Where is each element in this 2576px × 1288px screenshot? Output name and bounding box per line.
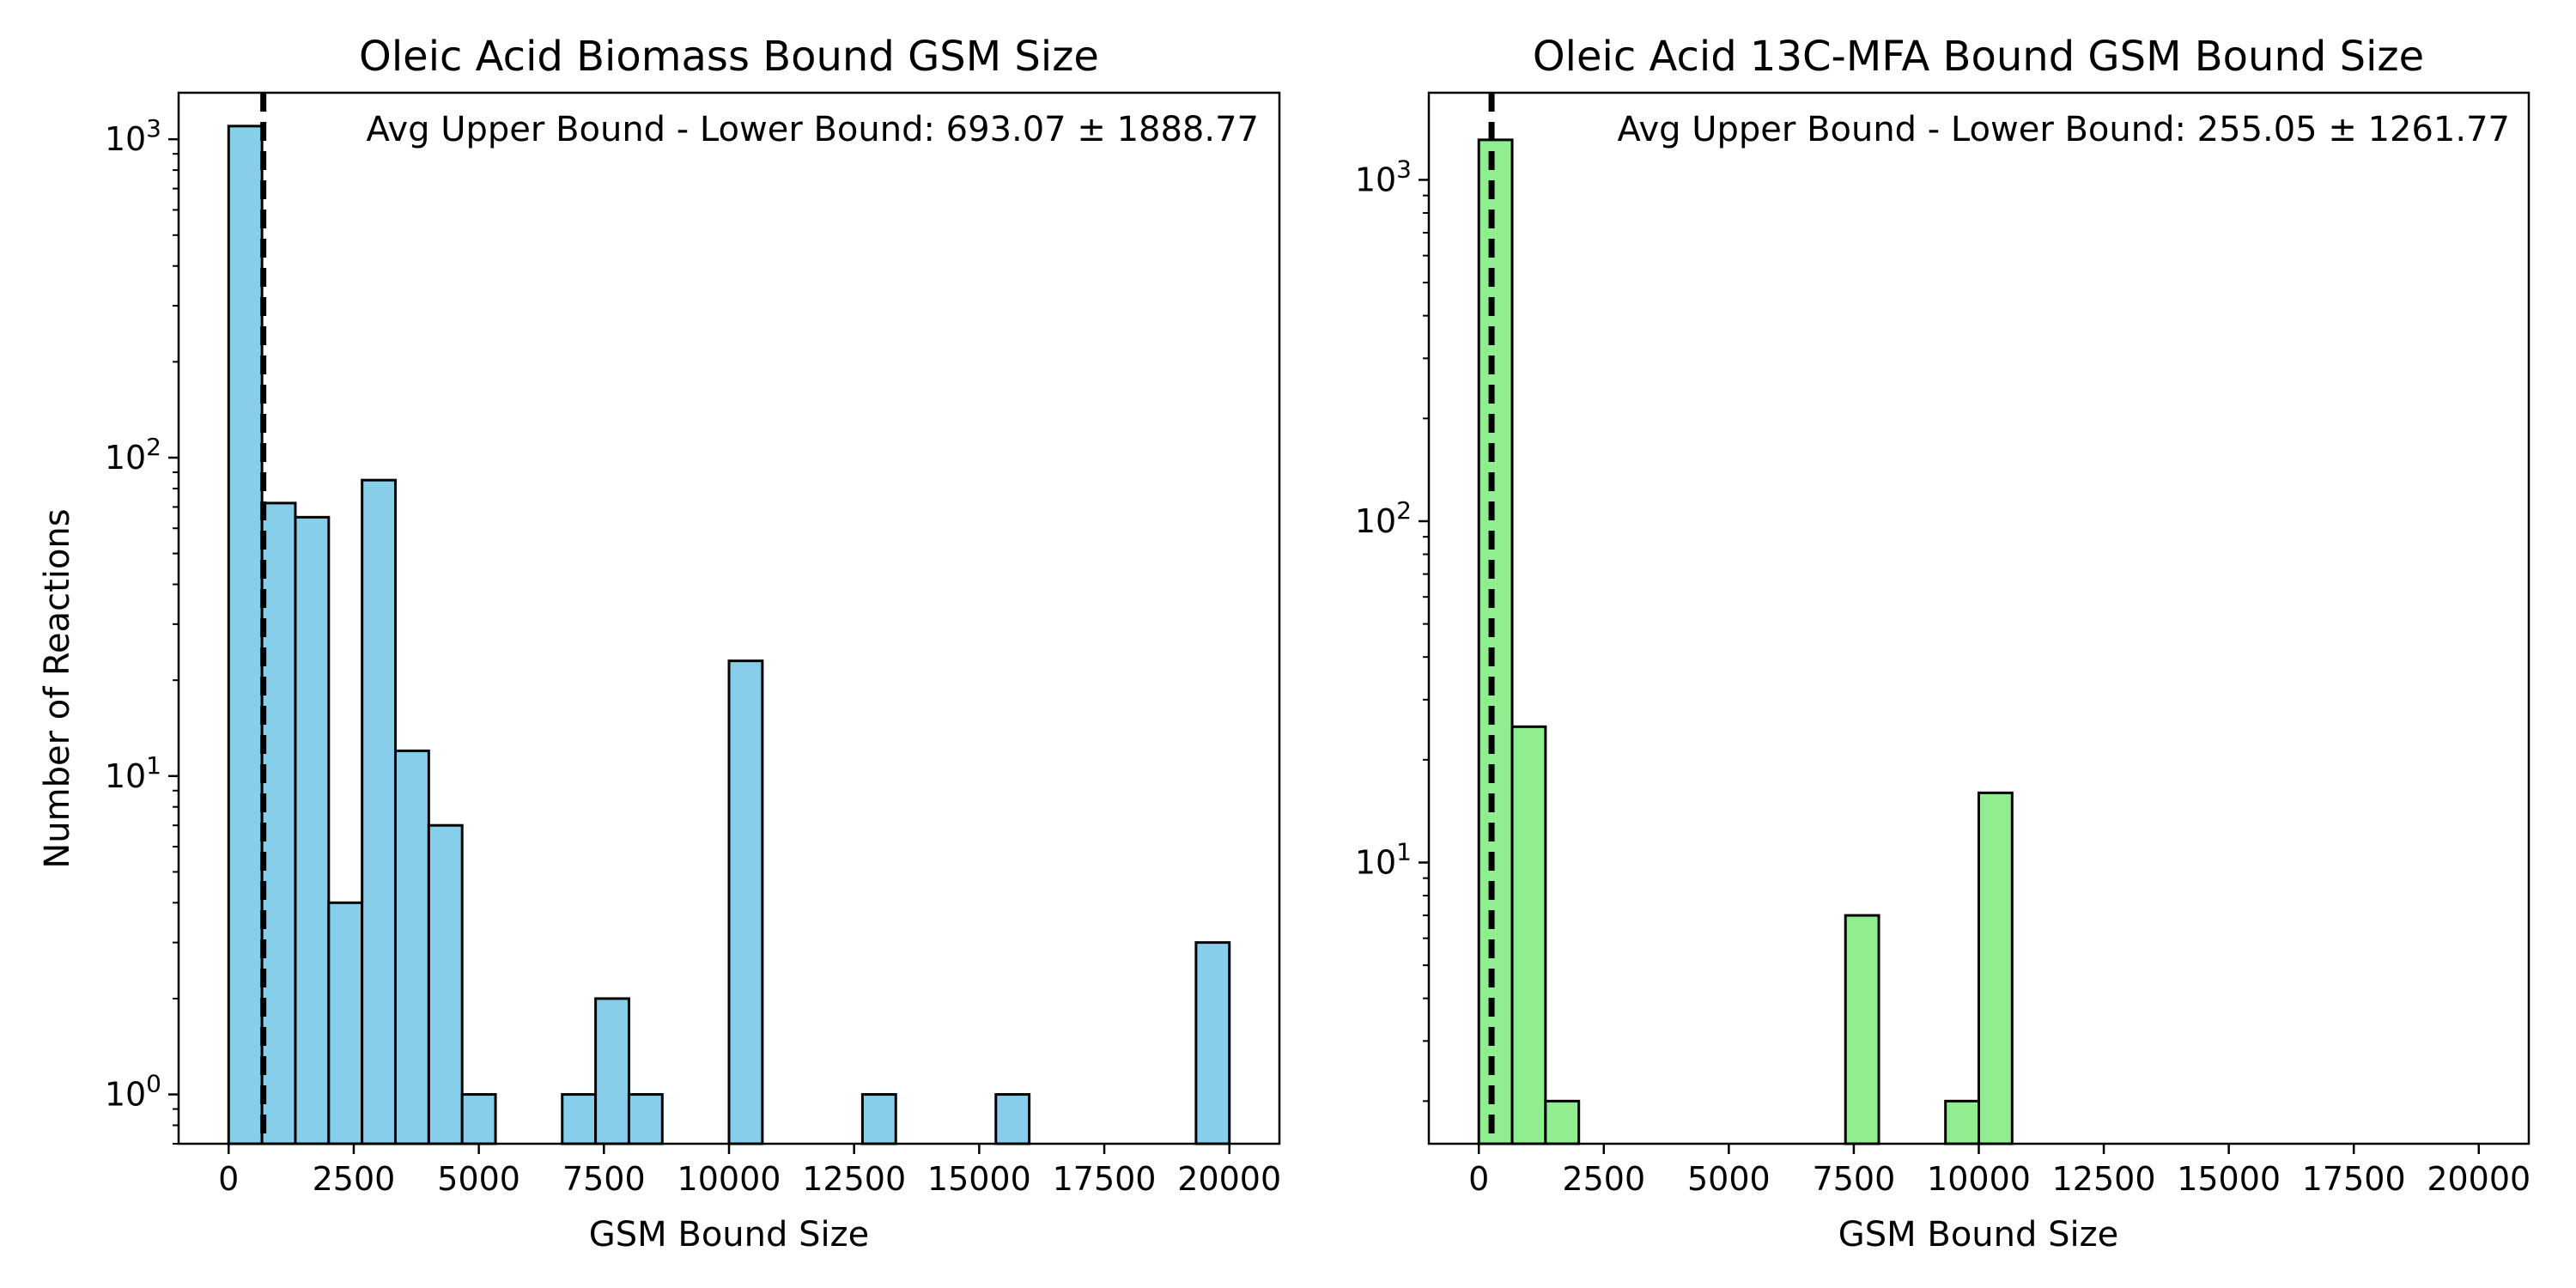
x-tick-label: 17500 <box>1053 1160 1157 1198</box>
x-tick-label: 20000 <box>1177 1160 1281 1198</box>
x-tick-label: 0 <box>218 1160 239 1198</box>
histogram-bar <box>860 1093 897 1145</box>
y-tick-label: 103 <box>105 114 161 158</box>
histogram-bar <box>1944 1099 1981 1145</box>
plot-frame <box>177 91 1281 1145</box>
x-tick-label: 12500 <box>2052 1160 2156 1198</box>
chart-title: Oleic Acid 13C-MFA Bound GSM Bound Size <box>1533 33 2424 81</box>
x-tick-label: 2500 <box>313 1160 396 1198</box>
histogram-bar <box>627 1093 664 1145</box>
y-tick-label: 102 <box>105 433 161 477</box>
x-ticks: 0 2500 5000 7500 10000 12500 15000 17500 20000 <box>1468 1144 2530 1198</box>
histogram-bar <box>327 901 364 1145</box>
histogram-bar <box>1510 725 1547 1145</box>
x-tick-label: 5000 <box>1687 1160 1771 1198</box>
histogram-bar <box>594 997 630 1145</box>
x-tick-label: 15000 <box>2177 1160 2281 1198</box>
histogram-bar <box>294 515 331 1145</box>
x-tick-label: 2500 <box>1562 1160 1645 1198</box>
x-tick-label: 20000 <box>2427 1160 2530 1198</box>
bars-layer <box>1477 138 2014 1145</box>
panel-biomass: Oleic Acid Biomass Bound GSM Size 0 2500 5… <box>38 33 1281 1255</box>
y-ticks: 101 102 103 <box>1355 155 1429 1103</box>
histogram-bar <box>361 478 398 1145</box>
x-tick-label: 5000 <box>437 1160 520 1198</box>
y-tick-label: 101 <box>1355 837 1412 881</box>
chart-title: Oleic Acid Biomass Bound GSM Size <box>359 33 1099 81</box>
histogram-bar <box>1194 941 1231 1145</box>
x-axis-label: GSM Bound Size <box>1838 1215 2118 1255</box>
histogram-bar <box>394 749 430 1145</box>
histogram-bar <box>227 125 264 1145</box>
x-tick-label: 0 <box>1468 1160 1489 1198</box>
plot-frame <box>1427 91 2530 1145</box>
y-tick-label: 102 <box>1355 496 1412 540</box>
histogram-bar <box>427 823 464 1145</box>
x-tick-label: 17500 <box>2302 1160 2406 1198</box>
histogram-bar <box>1544 1099 1581 1145</box>
histogram-bar <box>561 1093 598 1145</box>
x-tick-label: 10000 <box>677 1160 781 1198</box>
y-tick-label: 103 <box>1355 155 1412 198</box>
histogram-bar <box>727 659 764 1145</box>
bars-layer <box>227 125 1231 1145</box>
histogram-bar <box>994 1093 1031 1145</box>
histogram-bar <box>260 501 297 1145</box>
x-tick-label: 7500 <box>1813 1160 1896 1198</box>
x-tick-label: 10000 <box>1927 1160 2031 1198</box>
histogram-bar <box>460 1093 497 1145</box>
x-tick-label: 7500 <box>562 1160 646 1198</box>
histogram-bar <box>1978 791 2014 1145</box>
x-tick-label: 15000 <box>927 1160 1031 1198</box>
histogram-bar <box>1844 914 1880 1145</box>
panel-13c-mfa: Oleic Acid 13C-MFA Bound GSM Bound Size … <box>1355 33 2530 1255</box>
y-tick-label: 100 <box>105 1070 161 1114</box>
x-ticks: 0 2500 5000 7500 10000 12500 15000 17500 20000 <box>218 1144 1281 1198</box>
y-tick-label: 101 <box>105 751 161 795</box>
stats-annotation: Avg Upper Bound - Lower Bound: 255.05 ± … <box>1617 110 2510 149</box>
histogram-bar <box>1477 138 1514 1145</box>
x-tick-label: 12500 <box>802 1160 906 1198</box>
y-axis-label: Number of Reactions <box>38 508 77 868</box>
stats-annotation: Avg Upper Bound - Lower Bound: 693.07 ± … <box>366 110 1259 149</box>
x-axis-label: GSM Bound Size <box>589 1215 869 1255</box>
